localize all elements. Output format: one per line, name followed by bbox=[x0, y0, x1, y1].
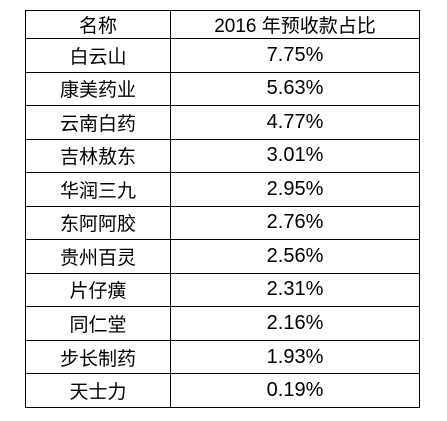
ratio-value-cell: 4.77% bbox=[170, 105, 420, 140]
ratio-value-cell: 7.75% bbox=[170, 38, 420, 73]
company-name-cell: 步长制药 bbox=[25, 339, 171, 375]
header-row: 名称 2016 年预收款占比 bbox=[25, 10, 420, 39]
data-table-container: 名称 2016 年预收款占比 白云山 7.75% 康美药业 5.63% 云南白药… bbox=[25, 10, 420, 408]
company-name-cell: 华润三九 bbox=[25, 172, 171, 207]
company-name-cell: 云南白药 bbox=[25, 105, 171, 140]
header-value: 2016 年预收款占比 bbox=[170, 10, 420, 39]
ratio-value-cell: 2.56% bbox=[170, 239, 420, 274]
ratio-value-cell: 3.01% bbox=[170, 138, 420, 174]
table-row: 天士力 0.19% bbox=[25, 373, 420, 408]
table-row: 云南白药 4.77% bbox=[25, 105, 420, 140]
ratio-value-cell: 1.93% bbox=[170, 339, 420, 375]
header-name: 名称 bbox=[25, 10, 171, 39]
table-row: 白云山 7.75% bbox=[25, 38, 420, 73]
table-row: 东阿阿胶 2.76% bbox=[25, 205, 420, 241]
table-row: 片仔癀 2.31% bbox=[25, 272, 420, 308]
company-name-cell: 同仁堂 bbox=[25, 306, 171, 341]
company-name-cell: 贵州百灵 bbox=[25, 239, 171, 274]
company-name-cell: 片仔癀 bbox=[25, 272, 171, 308]
company-name-cell: 康美药业 bbox=[25, 71, 171, 107]
ratio-value-cell: 2.31% bbox=[170, 272, 420, 308]
ratio-value-cell: 0.19% bbox=[170, 373, 420, 408]
ratio-value-cell: 2.76% bbox=[170, 205, 420, 241]
ratio-value-cell: 2.16% bbox=[170, 306, 420, 341]
advance-receipts-table: 名称 2016 年预收款占比 白云山 7.75% 康美药业 5.63% 云南白药… bbox=[25, 10, 420, 408]
table-row: 吉林敖东 3.01% bbox=[25, 138, 420, 174]
table-row: 康美药业 5.63% bbox=[25, 71, 420, 107]
table-row: 步长制药 1.93% bbox=[25, 339, 420, 375]
company-name-cell: 白云山 bbox=[25, 38, 171, 73]
company-name-cell: 吉林敖东 bbox=[25, 138, 171, 174]
company-name-cell: 天士力 bbox=[25, 373, 171, 408]
ratio-value-cell: 2.95% bbox=[170, 172, 420, 207]
table-row: 贵州百灵 2.56% bbox=[25, 239, 420, 274]
company-name-cell: 东阿阿胶 bbox=[25, 205, 171, 241]
table-row: 同仁堂 2.16% bbox=[25, 306, 420, 341]
table-row: 华润三九 2.95% bbox=[25, 172, 420, 207]
ratio-value-cell: 5.63% bbox=[170, 71, 420, 107]
